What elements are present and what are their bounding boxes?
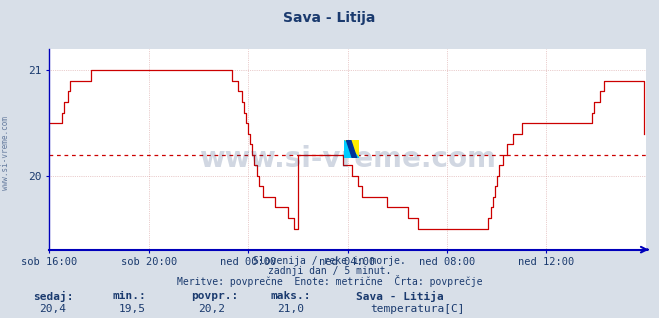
- Polygon shape: [344, 141, 358, 158]
- Text: temperatura[C]: temperatura[C]: [370, 304, 465, 314]
- Text: www.si-vreme.com: www.si-vreme.com: [1, 116, 10, 190]
- Text: 20,2: 20,2: [198, 304, 225, 314]
- Polygon shape: [347, 141, 357, 158]
- Text: 20,4: 20,4: [40, 304, 67, 314]
- Text: Meritve: povprečne  Enote: metrične  Črta: povprečje: Meritve: povprečne Enote: metrične Črta:…: [177, 275, 482, 287]
- Text: Sava - Litija: Sava - Litija: [356, 291, 444, 302]
- Text: www.si-vreme.com: www.si-vreme.com: [199, 145, 496, 174]
- Text: 19,5: 19,5: [119, 304, 146, 314]
- Polygon shape: [344, 141, 358, 158]
- Text: Slovenija / reke in morje.: Slovenija / reke in morje.: [253, 256, 406, 266]
- Text: 21,0: 21,0: [277, 304, 304, 314]
- Text: Sava - Litija: Sava - Litija: [283, 11, 376, 25]
- Text: sedaj:: sedaj:: [33, 291, 73, 302]
- Text: povpr.:: povpr.:: [191, 291, 239, 301]
- Text: maks.:: maks.:: [270, 291, 310, 301]
- Text: zadnji dan / 5 minut.: zadnji dan / 5 minut.: [268, 266, 391, 275]
- Text: min.:: min.:: [112, 291, 146, 301]
